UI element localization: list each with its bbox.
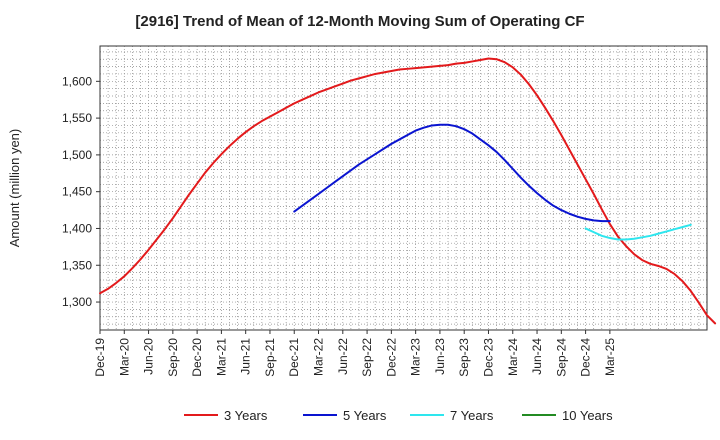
series-line-5-years — [293, 123, 611, 223]
y-axis-label: Amount (million yen) — [7, 129, 22, 248]
x-tick-label: Dec-21 — [287, 338, 301, 377]
x-tick-label: Mar-23 — [409, 338, 423, 376]
x-tick-label: Dec-20 — [190, 338, 204, 377]
x-tick-label: Dec-22 — [384, 338, 398, 377]
plot-frame — [99, 45, 708, 331]
x-tick-label: Mar-21 — [214, 338, 228, 376]
x-tick-label: Jun-23 — [433, 338, 447, 375]
y-tick-label: 1,300 — [62, 295, 92, 309]
y-tick-label: 1,400 — [62, 221, 92, 235]
x-tick-label: Jun-21 — [239, 338, 253, 375]
x-tick-label: Dec-19 — [93, 338, 107, 377]
x-tick-label: Dec-23 — [481, 338, 495, 377]
legend-label-3-years: 3 Years — [224, 408, 268, 423]
x-tick-label: Jun-24 — [530, 338, 544, 375]
x-tick-label: Jun-20 — [142, 338, 156, 375]
x-tick-label: Mar-22 — [312, 338, 326, 376]
x-tick-label: Mar-25 — [603, 338, 617, 376]
y-tick-label: 1,500 — [62, 148, 92, 162]
x-tick-label: Mar-24 — [506, 338, 520, 376]
x-tick-label: Sep-22 — [360, 338, 374, 377]
series-line-7-years — [584, 223, 692, 241]
y-tick-label: 1,550 — [62, 111, 92, 125]
series-line-3-years — [99, 57, 717, 325]
x-tick-label: Mar-20 — [117, 338, 131, 376]
chart-title: [2916] Trend of Mean of 12-Month Moving … — [135, 13, 585, 30]
plot-background — [100, 46, 707, 330]
y-tick-label: 1,350 — [62, 258, 92, 272]
y-tick-label: 1,450 — [62, 185, 92, 199]
x-tick-label: Jun-22 — [336, 338, 350, 375]
x-tick-label: Sep-21 — [263, 338, 277, 377]
y-tick-label: 1,600 — [62, 74, 92, 88]
x-tick-label: Dec-24 — [579, 338, 593, 377]
legend-label-5-years: 5 Years — [343, 408, 387, 423]
legend-label-10-years: 10 Years — [562, 408, 613, 423]
x-tick-label: Sep-24 — [554, 338, 568, 377]
x-tick-label: Sep-23 — [457, 338, 471, 377]
x-tick-label: Sep-20 — [166, 338, 180, 377]
legend-label-7-years: 7 Years — [450, 408, 494, 423]
